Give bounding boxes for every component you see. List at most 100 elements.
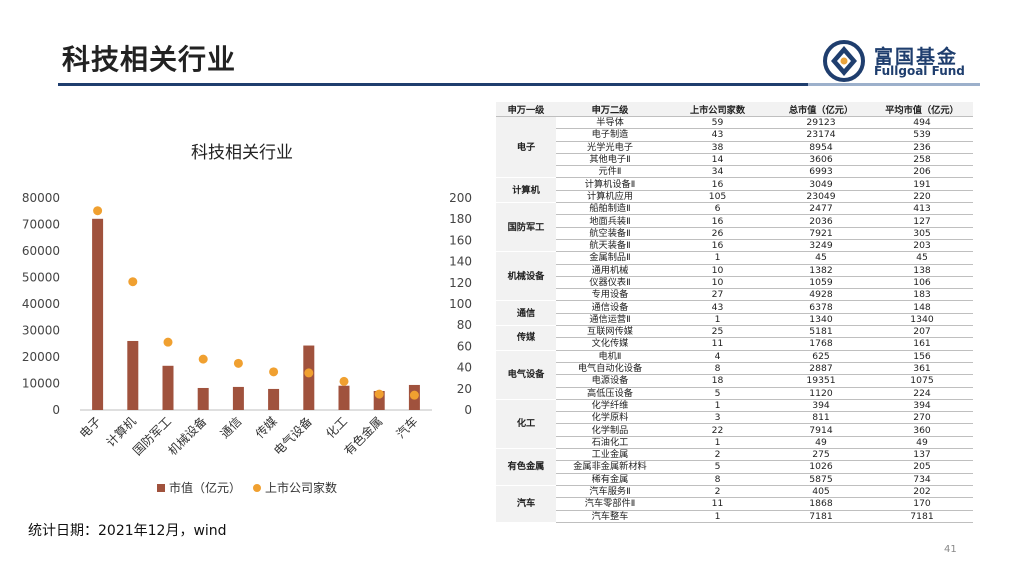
y-left-tick-label: 70000 bbox=[22, 218, 60, 232]
table-row: 电源设备 18 19351 1075 bbox=[496, 374, 973, 388]
table-cell: 电气自动化设备 bbox=[556, 362, 664, 376]
table-cell: 5181 bbox=[771, 325, 871, 339]
table-row: 文化传媒 11 1768 161 bbox=[496, 337, 973, 351]
table-cell: 5 bbox=[664, 460, 771, 474]
group-cell: 化工 bbox=[496, 399, 556, 450]
group-cell: 传媒 bbox=[496, 325, 556, 351]
table-row: 化学原料 3 811 270 bbox=[496, 411, 973, 425]
table-cell: 元件Ⅱ bbox=[556, 165, 664, 179]
market-cap-chart: 科技相关行业 0 10000 20000 30000 40000 50000 60000 70… bbox=[22, 143, 472, 495]
bar-market-cap bbox=[197, 387, 209, 410]
table-cell: 258 bbox=[871, 153, 973, 167]
dot-company-count bbox=[269, 367, 279, 377]
table-cell: 202 bbox=[871, 485, 973, 499]
x-category-label: 通信 bbox=[218, 414, 245, 441]
table-cell: 191 bbox=[871, 177, 973, 191]
table-row: 电子 半导体 59 29123 494 bbox=[496, 116, 973, 179]
table-cell: 1382 bbox=[771, 264, 871, 277]
table-row: 仪器仪表Ⅱ 10 1059 106 bbox=[496, 276, 973, 290]
table-cell: 19351 bbox=[771, 374, 871, 388]
table-cell: 其他电子Ⅱ bbox=[556, 153, 664, 167]
table-cell: 地面兵装Ⅱ bbox=[556, 214, 664, 228]
dot-company-count bbox=[409, 390, 419, 400]
table-cell: 互联网传媒 bbox=[556, 325, 664, 339]
table-row: 航空装备Ⅱ 26 7921 305 bbox=[496, 227, 973, 240]
header-total-cap: 总市值（亿元） bbox=[771, 102, 871, 117]
header-sw-level1: 申万一级 bbox=[496, 102, 556, 117]
table-cell: 仪器仪表Ⅱ bbox=[556, 276, 664, 290]
header-avg-cap: 平均市值（亿元） bbox=[871, 102, 973, 117]
table-cell: 1 bbox=[664, 313, 771, 327]
y-right-tick-label: 60 bbox=[457, 339, 472, 353]
table-cell: 船舶制造Ⅱ bbox=[556, 202, 664, 216]
industry-table: 申万一级 申万二级 上市公司家数 总市值（亿元） 平均市值（亿元） 电子 半导体 5… bbox=[496, 102, 973, 523]
table-cell: 3 bbox=[664, 411, 771, 425]
table-cell: 43 bbox=[664, 128, 771, 142]
y-right-tick-label: 0 bbox=[464, 403, 472, 417]
y-left-tick-label: 60000 bbox=[22, 244, 60, 258]
table-cell: 43 bbox=[664, 300, 771, 314]
header-company-count: 上市公司家数 bbox=[664, 102, 771, 117]
table-cell: 4928 bbox=[771, 288, 871, 302]
table-cell: 23174 bbox=[771, 128, 871, 142]
table-cell: 138 bbox=[871, 264, 973, 277]
table-cell: 14 bbox=[664, 153, 771, 167]
x-category-label: 机械设备 bbox=[165, 414, 210, 459]
table-row: 地面兵装Ⅱ 16 2036 127 bbox=[496, 214, 973, 228]
brand-logo: 富国基金 Fullgoal Fund bbox=[822, 40, 972, 82]
table-header-row: 申万一级 申万二级 上市公司家数 总市值（亿元） 平均市值（亿元） bbox=[496, 102, 973, 117]
table-cell: 539 bbox=[871, 128, 973, 142]
table-row: 国防军工 船舶制造Ⅱ 6 2477 413 bbox=[496, 202, 973, 253]
table-row: 专用设备 27 4928 183 bbox=[496, 288, 973, 302]
table-cell: 3606 bbox=[771, 153, 871, 167]
bar-market-cap bbox=[268, 388, 280, 410]
table-row: 通用机械 10 1382 138 bbox=[496, 264, 973, 277]
legend-bar-label: 市值（亿元） bbox=[169, 480, 241, 495]
table-cell: 59 bbox=[664, 116, 771, 130]
table-cell: 224 bbox=[871, 387, 973, 400]
table-cell: 1 bbox=[664, 510, 771, 523]
table-cell: 电机Ⅱ bbox=[556, 350, 664, 363]
y-right-tick-label: 200 bbox=[449, 191, 472, 205]
table-cell: 1120 bbox=[771, 387, 871, 400]
table-cell: 236 bbox=[871, 141, 973, 154]
table-cell: 207 bbox=[871, 325, 973, 339]
y-right-tick-label: 180 bbox=[449, 212, 472, 226]
table-cell: 203 bbox=[871, 239, 973, 253]
table-cell: 汽车整车 bbox=[556, 510, 664, 523]
table-cell: 计算机设备Ⅱ bbox=[556, 177, 664, 191]
table-row: 汽车 汽车服务Ⅱ 2 405 202 bbox=[496, 485, 973, 523]
table-cell: 22 bbox=[664, 423, 771, 437]
table-cell: 稀有金属 bbox=[556, 473, 664, 486]
table-cell: 49 bbox=[771, 436, 871, 450]
table-cell: 1768 bbox=[771, 337, 871, 351]
table-cell: 7914 bbox=[771, 423, 871, 437]
logo-text-cn: 富国基金 bbox=[874, 46, 959, 68]
x-category-label: 化工 bbox=[323, 414, 350, 441]
header-sw-level2: 申万二级 bbox=[556, 102, 664, 117]
table-cell: 通信运营Ⅱ bbox=[556, 313, 664, 327]
table-cell: 化学原料 bbox=[556, 411, 664, 425]
table-row: 其他电子Ⅱ 14 3606 258 bbox=[496, 153, 973, 167]
table-cell: 413 bbox=[871, 202, 973, 216]
group-cell: 电气设备 bbox=[496, 350, 556, 400]
table-cell: 化学纤维 bbox=[556, 399, 664, 413]
table-cell: 3249 bbox=[771, 239, 871, 253]
table-cell: 2 bbox=[664, 485, 771, 499]
table-cell: 305 bbox=[871, 227, 973, 240]
table-cell: 127 bbox=[871, 214, 973, 228]
page-number: 41 bbox=[944, 544, 957, 555]
table-row: 汽车整车 1 7181 7181 bbox=[496, 510, 973, 523]
x-category-label: 传媒 bbox=[252, 414, 280, 442]
table-cell: 183 bbox=[871, 288, 973, 302]
table-cell: 734 bbox=[871, 473, 973, 486]
table-cell: 275 bbox=[771, 448, 871, 462]
group-cell: 通信 bbox=[496, 300, 556, 327]
table-cell: 6 bbox=[664, 202, 771, 216]
table-cell: 专用设备 bbox=[556, 288, 664, 302]
table-cell: 6378 bbox=[771, 300, 871, 314]
table-cell: 高低压设备 bbox=[556, 387, 664, 400]
chart-legend: 市值（亿元） 上市公司家数 bbox=[157, 480, 337, 495]
dot-company-count bbox=[128, 277, 138, 287]
table-row: 机械设备 金属制品Ⅱ 1 45 45 bbox=[496, 251, 973, 302]
